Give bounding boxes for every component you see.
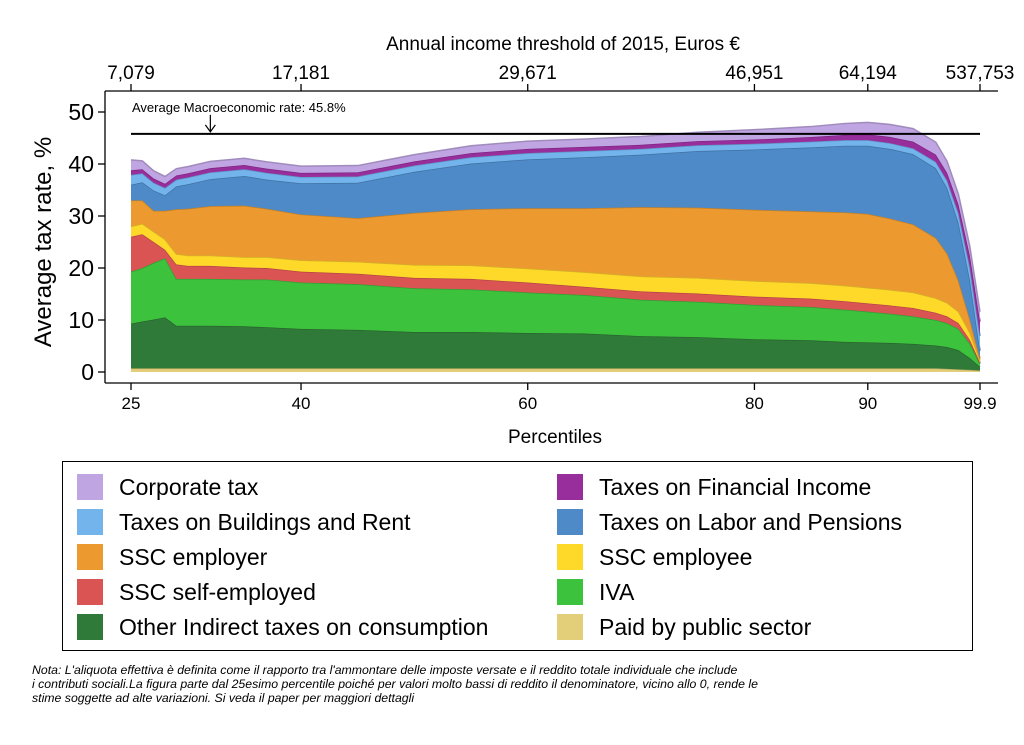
y-tick-label: 30 — [68, 203, 94, 229]
legend-label: SSC self-employed — [119, 578, 316, 605]
top-tick-label: 537,753 — [946, 63, 1015, 84]
legend-swatch — [557, 509, 583, 535]
y-tick-label: 10 — [68, 307, 94, 333]
top-axis-title: Annual income threshold of 2015, Euros € — [386, 34, 740, 55]
legend-item-corporate-tax: Corporate tax — [77, 472, 258, 502]
y-tick-label: 20 — [68, 255, 94, 281]
axes: 0 10 20 30 40 50 25 40 60 80 90 99.9 7,079 17,181 29,6… — [68, 63, 1014, 413]
y-axis-title: Average tax rate, % — [30, 137, 57, 347]
x-tick-label: 60 — [518, 394, 537, 413]
x-tick-label: 40 — [292, 394, 311, 413]
legend-swatch — [77, 614, 103, 640]
footnote-line: stime soggette ad alte variazioni. Si ve… — [32, 691, 415, 705]
legend-label: Taxes on Labor and Pensions — [599, 508, 903, 535]
area-corporate-tax — [131, 122, 980, 322]
legend-label: SSC employer — [119, 543, 268, 570]
legend: Corporate tax Taxes on Financial Income Ta… — [62, 461, 973, 651]
area-iva — [131, 258, 980, 367]
footnote: Nota: L'aliquota effettiva è definita co… — [32, 663, 992, 705]
x-tick-label: 25 — [122, 394, 141, 413]
legend-swatch — [77, 474, 103, 500]
reference-line-label: Average Macroeconomic rate: 45.8% — [132, 100, 346, 115]
legend-swatch — [557, 474, 583, 500]
legend-swatch — [77, 544, 103, 570]
legend-item-other-indirect-taxes-on-consumption: Other Indirect taxes on consumption — [77, 612, 488, 642]
x-tick-label: 90 — [858, 394, 877, 413]
top-tick-label: 17,181 — [272, 63, 330, 84]
legend-swatch — [557, 544, 583, 570]
legend-item-ssc-employee: SSC employee — [557, 542, 752, 572]
legend-label: Taxes on Buildings and Rent — [119, 508, 411, 535]
legend-swatch — [77, 579, 103, 605]
footnote-line: i contributi sociali.La figura parte dal… — [32, 677, 758, 691]
area-other-indirect-taxes-on-consumption — [131, 317, 980, 371]
x-tick-label: 99.9 — [963, 394, 996, 413]
top-tick-label: 29,671 — [499, 63, 557, 84]
legend-label: IVA — [599, 578, 635, 605]
legend-item-ssc-self-employed: SSC self-employed — [77, 577, 316, 607]
y-tick-label: 40 — [68, 151, 94, 177]
legend-label: Other Indirect taxes on consumption — [119, 613, 489, 640]
area-taxes-on-labor-and-pensions — [131, 145, 980, 359]
area-ssc-employer — [131, 200, 980, 361]
legend-label: Paid by public sector — [599, 613, 812, 640]
legend-item-ssc-employer: SSC employer — [77, 542, 267, 572]
legend-item-taxes-on-labor-and-pensions: Taxes on Labor and Pensions — [557, 507, 902, 537]
x-axis-title: Percentiles — [508, 427, 602, 448]
legend-item-taxes-on-buildings-and-rent: Taxes on Buildings and Rent — [77, 507, 411, 537]
y-tick-label: 50 — [68, 99, 94, 125]
area-paid-by-public-sector — [131, 368, 980, 372]
legend-label: SSC employee — [599, 543, 753, 570]
top-tick-label: 46,951 — [725, 63, 783, 84]
area-ssc-employee — [131, 223, 980, 363]
tax-rate-chart: 0 10 20 30 40 50 25 40 60 80 90 99.9 7,079 17,181 29,6… — [30, 34, 1014, 448]
legend-swatch — [77, 509, 103, 535]
legend-item-iva: IVA — [557, 577, 634, 607]
x-tick-label: 80 — [745, 394, 764, 413]
footnote-line: Nota: L'aliquota effettiva è definita co… — [32, 663, 738, 677]
legend-item-taxes-on-financial-income: Taxes on Financial Income — [557, 472, 871, 502]
legend-swatch — [557, 614, 583, 640]
y-tick-label: 0 — [81, 359, 94, 385]
reference-arrow-head — [204, 124, 216, 133]
top-tick-label: 7,079 — [107, 63, 155, 84]
legend-label: Corporate tax — [119, 473, 259, 500]
legend-swatch — [557, 579, 583, 605]
area-edge-corporate-tax — [130, 121, 981, 312]
stacked-areas — [130, 121, 981, 372]
legend-label: Taxes on Financial Income — [599, 473, 872, 500]
top-tick-label: 64,194 — [839, 63, 898, 84]
reference-line-group: Average Macroeconomic rate: 45.8% — [131, 100, 980, 135]
legend-item-paid-by-public-sector: Paid by public sector — [557, 612, 811, 642]
